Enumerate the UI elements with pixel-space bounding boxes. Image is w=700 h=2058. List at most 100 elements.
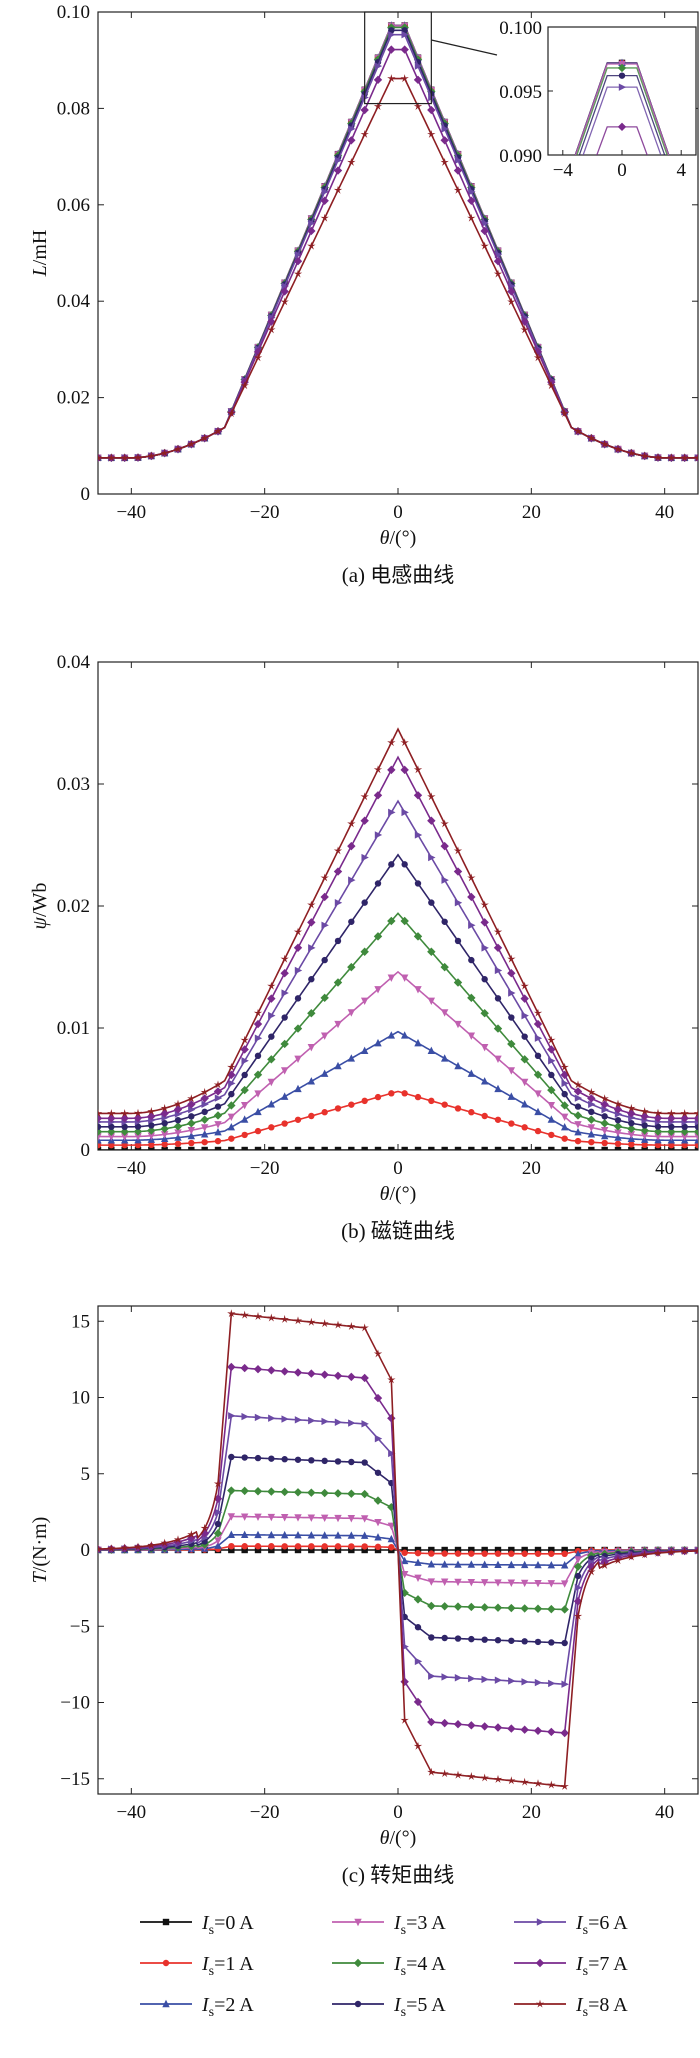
data-point [640, 1550, 649, 1559]
data-point [668, 1123, 675, 1131]
data-point [534, 1560, 542, 1569]
data-point [133, 1113, 143, 1123]
data-point [467, 1602, 476, 1612]
legend-item: Is=8 A [514, 1994, 628, 2020]
data-point [373, 1496, 383, 1505]
data-point [107, 1114, 116, 1123]
data-point [574, 1121, 582, 1129]
data-point [481, 944, 489, 952]
data-point [548, 1639, 555, 1646]
data-point [98, 1136, 102, 1144]
data-point [587, 1115, 596, 1124]
data-point [413, 791, 423, 800]
data-point [534, 1546, 542, 1554]
data-point [440, 1054, 449, 1062]
data-point [493, 1024, 503, 1033]
data-point [321, 1417, 329, 1426]
data-point [561, 1135, 568, 1142]
data-point [361, 1543, 368, 1550]
data-point [508, 1546, 515, 1554]
data-point [560, 1122, 569, 1131]
data-point [587, 1124, 596, 1132]
data-point [534, 1638, 542, 1646]
data-point [108, 1123, 115, 1131]
data-point [321, 1146, 328, 1150]
data-point [240, 1035, 249, 1044]
data-point [494, 1146, 502, 1150]
data-point [228, 1146, 235, 1150]
data-point [347, 1372, 356, 1382]
data-point [574, 1146, 582, 1150]
data-point [173, 1099, 183, 1108]
y-axis-label: ψ/Wb [29, 883, 51, 930]
data-point [120, 1133, 129, 1141]
data-point [494, 1116, 502, 1123]
data-point [467, 1721, 476, 1730]
data-point [534, 1052, 542, 1060]
data-point [481, 1146, 488, 1150]
data-point [281, 1415, 289, 1423]
data-point [453, 166, 463, 175]
x-tick-label: −40 [116, 502, 146, 523]
data-point [187, 1119, 196, 1128]
data-point [574, 1556, 582, 1564]
data-point [334, 1546, 342, 1554]
data-point [214, 1094, 223, 1102]
data-point [600, 1100, 609, 1109]
data-point [120, 1114, 129, 1123]
data-point [454, 937, 462, 945]
data-point [574, 1572, 582, 1580]
x-tick-label: 20 [522, 1802, 541, 1823]
data-point [493, 1603, 503, 1612]
data-point [321, 1546, 328, 1554]
data-point [241, 1146, 248, 1150]
x-tick-label: 40 [655, 1802, 674, 1823]
data-point [161, 1146, 168, 1150]
data-point [388, 1544, 395, 1551]
data-point [534, 1146, 542, 1150]
data-point [614, 1129, 622, 1137]
data-point [200, 1124, 209, 1132]
legend-item: Is=3 A [332, 1912, 446, 1938]
data-point [280, 1367, 289, 1376]
data-point [654, 1146, 662, 1150]
data-point [440, 819, 449, 828]
data-point [494, 966, 503, 975]
data-point [254, 1034, 263, 1042]
data-point [307, 1369, 316, 1378]
y-tick-label: 0 [81, 484, 91, 505]
data-point [560, 1728, 569, 1738]
legend-label: Is=3 A [393, 1912, 446, 1938]
data-point [401, 30, 409, 39]
data-point [227, 1101, 236, 1110]
data-point [280, 969, 289, 978]
legend-label: Is=5 A [393, 1994, 446, 2020]
data-point [601, 1139, 608, 1147]
x-axis-label: θ/(°) [380, 527, 417, 549]
data-point [348, 876, 356, 884]
data-point [481, 1675, 489, 1684]
data-point [600, 439, 609, 448]
data-point [641, 1122, 648, 1129]
data-point [494, 1055, 502, 1064]
data-point [440, 841, 449, 851]
data-point [307, 1009, 316, 1018]
inset-series [574, 58, 670, 155]
data-point [253, 1070, 263, 1079]
legend-marker [536, 1918, 545, 1926]
data-point [468, 188, 476, 196]
data-point [308, 1543, 315, 1550]
data-point [413, 1697, 423, 1707]
data-point [321, 1109, 328, 1116]
data-point [414, 1624, 422, 1631]
data-point [267, 981, 276, 990]
data-point [693, 1114, 698, 1123]
data-point [480, 226, 489, 236]
data-point [440, 136, 449, 145]
legend-item: Is=4 A [332, 1953, 446, 1979]
data-point [520, 317, 529, 326]
data-point [253, 1019, 263, 1029]
series-line-Is=8 A [98, 77, 698, 459]
data-point [628, 1119, 635, 1127]
data-point [173, 444, 183, 453]
